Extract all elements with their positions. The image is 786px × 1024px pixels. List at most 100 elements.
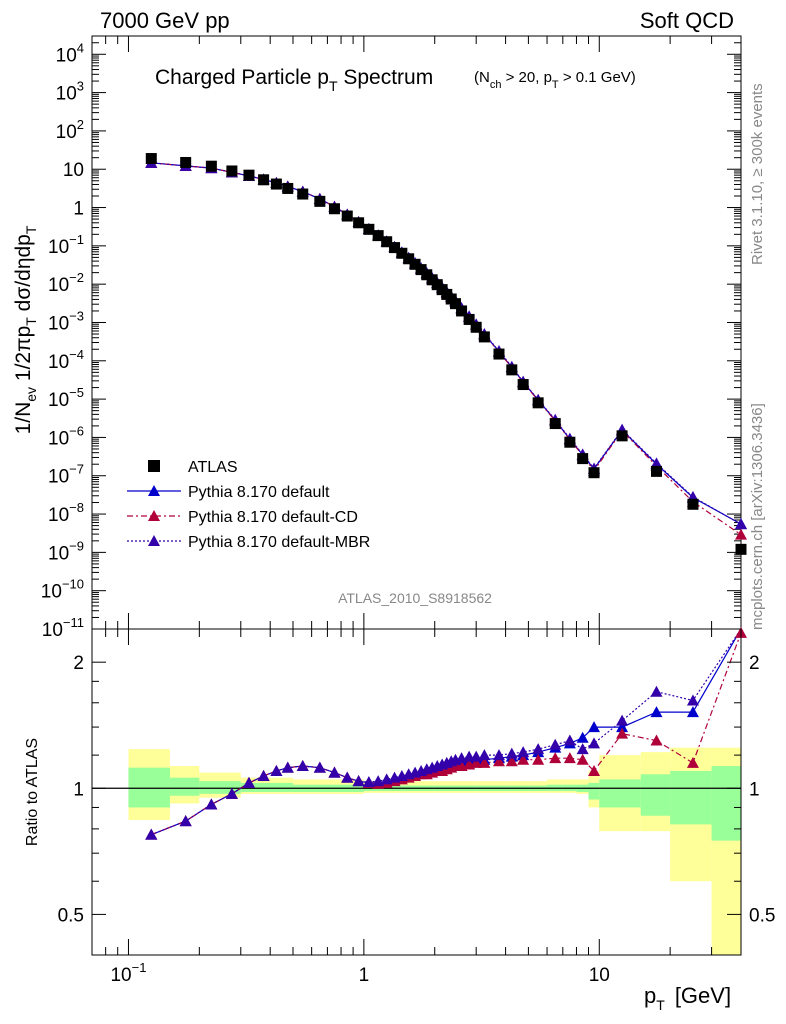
chart-title-rest: Spectrum [338,66,434,89]
ratio-point [563,752,576,764]
ratio-point [470,756,483,768]
y-tick-label: 1 [73,199,84,220]
ratio-point [616,714,629,726]
inner-band-bin [640,774,671,816]
analysis-id: ATLAS_2010_S8918562 [338,590,492,606]
atlas-point [532,397,544,409]
ratio-point [492,749,505,761]
ratio-point [532,743,545,755]
atlas-point [353,217,365,229]
ratio-point [281,761,294,773]
atlas-point [493,348,505,360]
ratio-point [492,755,505,767]
ylabel-p5: T [23,225,39,234]
y-tick-label: 10−3 [48,308,84,334]
atlas-point [381,236,393,248]
header-collision: 7000 GeV pp [100,8,230,33]
atlas-point [409,258,421,270]
y-tick-label: 10−10 [41,577,84,603]
ratio-point [205,798,218,810]
uncertainty-bands [128,747,741,955]
y-tick-label: 10 [63,160,84,181]
ratio-point [686,706,699,718]
ratio-point [328,766,341,778]
y-tick-label: 10−2 [48,270,84,296]
atlas-point [564,436,576,448]
ratio-point [352,775,365,787]
ratio-point [576,743,589,755]
ratio-point [478,749,491,761]
y-tick-label: 10−8 [48,500,84,526]
atlas-point [470,321,482,333]
legend-entry-label: Pythia 8.170 default-CD [188,509,358,526]
atlas-point [506,364,518,376]
atlas-point [588,467,600,479]
spectrum-y-label: 1/Nev 1/2πpT dσ/dηdpT [12,225,39,434]
inner-band-bin [588,782,600,800]
x-tick-label: 10 [589,965,610,986]
inner-band-bin [670,770,712,825]
ratio-point [179,815,192,827]
y-tick-label: 104 [56,40,84,66]
ylabel-p2: 1/2πp [12,326,35,387]
atlas-point [403,253,415,265]
legend-marker [148,485,160,496]
inner-band-bin [128,767,170,808]
legend-marker [148,460,160,472]
ratio-point [517,753,530,765]
mcplots-label: mcplots.cern.ch [arXiv:1306.3436] [749,403,766,630]
legend-entry-label: ATLAS [188,459,238,476]
ratio-point [242,776,255,788]
ratio-point [650,685,663,697]
atlas-point [735,543,747,555]
ratio-point [517,746,530,758]
ratio-y-tick-label-right: 2 [749,653,760,674]
ratio-y-tick-label: 1 [73,779,84,800]
ratio-point [372,775,385,787]
x-tick-label: 1 [359,965,370,986]
spectrum-point [650,457,663,469]
ratio-point [588,764,601,776]
atlas-point [205,160,217,172]
ratio-panel: 0.5 0.5 1 1 2 2 10−1 1 10 Ratio to ATLAS pT [GeV… [24,626,776,1013]
xlabel-sub: T [656,997,665,1013]
legend-entry-label: Pythia 8.170 default-MBR [188,534,370,551]
cond-c: > 0.1 GeV) [559,69,636,86]
y-tick-label: 10−1 [48,232,84,258]
y-tick-label: 10−4 [48,347,84,373]
xlabel-main: p [644,983,656,1008]
ratio-y-tick-label: 2 [73,653,84,674]
atlas-point [517,379,529,391]
ylabel-p4: dσ/dηdp [12,234,35,317]
atlas-point [616,430,628,442]
inner-band-bin [169,777,200,796]
ratio-point [257,769,270,781]
ratio-point [532,753,545,765]
ratio-y-ticks: 0.5 0.5 1 1 2 2 [58,653,776,926]
ratio-point [576,731,589,743]
ratio-point [225,787,238,799]
cond-a: (N [474,69,490,86]
ratio-point [478,756,491,768]
atlas-point [258,174,270,186]
ratio-point [549,738,562,750]
xlabel-unit: [GeV] [675,983,731,1008]
ratio-y-tick-label-right: 1 [749,779,760,800]
y-tick-label: 10−5 [48,385,84,411]
ratio-y-tick-label: 0.5 [58,905,84,926]
atlas-point [363,223,375,235]
y-tick-label: 10−7 [48,462,84,488]
ratio-point [588,737,601,749]
atlas-point [372,230,384,242]
spectrum-markers [145,153,747,555]
atlas-point [549,418,561,430]
spectrum-point [735,528,747,540]
y-tick-label: 10−9 [48,538,84,564]
ratio-point [650,734,663,746]
ratio-frame [91,628,742,956]
inner-band-bin [599,779,641,808]
atlas-point [456,305,468,317]
ratio-point [576,753,589,765]
atlas-point [180,156,192,168]
ratio-point [588,721,601,733]
